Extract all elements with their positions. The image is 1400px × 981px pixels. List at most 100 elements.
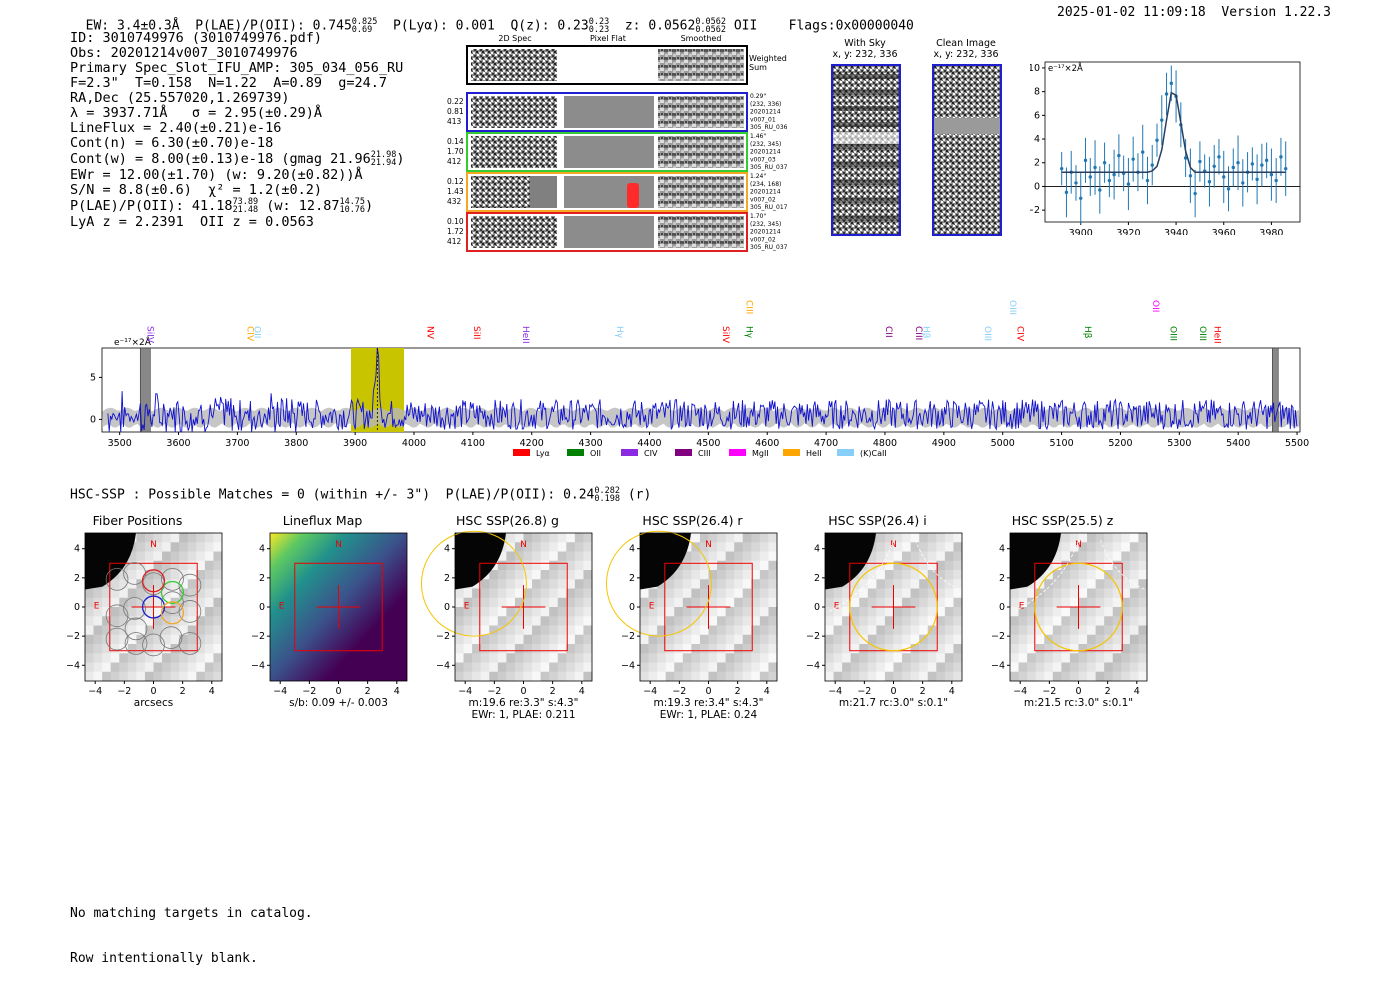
hsc-pixel (742, 560, 752, 571)
info-lineflux: LineFlux = 2.40(±0.21)e-16 (70, 120, 282, 136)
hsc-pixel (927, 625, 937, 636)
hsc-pixel (876, 671, 886, 682)
hsc-pixel (825, 644, 834, 654)
hsc-panel-title: HSC SSP(25.5) z (1011, 513, 1114, 528)
hsc-pixel (759, 662, 769, 673)
hsc-pixel (1129, 653, 1139, 663)
hsc-pixel (657, 597, 666, 608)
fiber-circle-highlighted (141, 569, 166, 593)
hsc-pixel (1112, 662, 1122, 673)
hsc-pixel (944, 644, 954, 654)
zoom-data-point (1098, 188, 1102, 192)
hsc-pixel (196, 570, 206, 580)
hsc-pixel (953, 533, 963, 543)
col-title-smoothed: Smoothed (681, 34, 722, 43)
hsc-pixel (557, 579, 567, 589)
spectrum-xtick-label: 5100 (1049, 438, 1073, 449)
spectrum-line-label: CII (883, 326, 893, 338)
hsc-panel-svg: N E −4 −2 0 2 4 4 2 0 −2 −4 (806, 532, 963, 697)
hsc-pixel (1138, 625, 1148, 636)
hsc-pixel (691, 560, 701, 571)
hsc-pixel (179, 662, 189, 673)
hsc-pixel (674, 616, 684, 626)
zoom-data-point (1102, 161, 1107, 165)
hsc-pixel (759, 671, 769, 682)
hsc-pixel (213, 634, 223, 645)
hsc-pixel (1010, 634, 1019, 645)
hsc-pixel (640, 625, 649, 636)
hsc-pixel (506, 653, 516, 663)
info-plae2-w-hi: 14.75 (339, 197, 366, 207)
hsc-pixel (187, 607, 197, 617)
hsc-pixel (1010, 607, 1019, 617)
hsc-pixel (936, 607, 946, 617)
hsc-pixel (1121, 551, 1131, 562)
hsc-pixel (1069, 671, 1079, 682)
hsc-pixel (566, 625, 576, 636)
spectrum-line-label: Hβ (1082, 326, 1092, 339)
hsc-pixel (725, 542, 735, 552)
hsc-pixel (884, 579, 894, 589)
hsc-pixel (489, 644, 499, 654)
cutout-right-label: (232, 345) (750, 141, 781, 148)
hsc-pixel (540, 653, 550, 663)
hsc-pixel (1129, 644, 1139, 654)
cutout-pixelflat (564, 96, 654, 128)
cutout-flag-mark (627, 183, 639, 208)
hsc-pixel (1112, 653, 1122, 663)
hsc-pixel (523, 662, 533, 673)
hsc-pixel (850, 607, 860, 617)
hsc-pixel (497, 588, 507, 599)
hsc-pixel (170, 579, 180, 589)
hsc-pixel (893, 579, 903, 589)
spectrum-xtick-label: 5400 (1226, 438, 1250, 449)
hsc-pixel (93, 625, 103, 636)
hsc-pixel (583, 542, 593, 552)
hsc-pixel (1052, 644, 1062, 654)
hsc-pixel (717, 597, 726, 608)
zoom-data-point (1212, 164, 1216, 168)
hsc-pixel (489, 653, 499, 663)
hsc-pixel (574, 597, 584, 608)
hsc-pixel (768, 671, 778, 682)
hsc-pixel (1078, 671, 1088, 682)
hsc-pixel (1087, 579, 1096, 589)
spectrum-line-label: OIII (1168, 326, 1178, 341)
hsc-pixel (953, 671, 963, 682)
compass-e: E (649, 601, 655, 611)
header-datetime: 2025-01-02 11:09:18 (1057, 5, 1206, 20)
hsc-pixel (204, 597, 214, 608)
hsc-pixel (506, 533, 516, 543)
hsc-pixel (902, 588, 911, 599)
cutout-right-label: 20201214 (750, 189, 781, 196)
hsc-pixel (540, 533, 550, 543)
spectrum-xtick-label: 4000 (402, 438, 426, 449)
hsc-pixel (506, 662, 516, 673)
hsc-pixel (1052, 671, 1062, 682)
hsc-pixel (540, 579, 550, 589)
hsc-pixel (953, 616, 963, 626)
hsc-pixel (557, 570, 567, 580)
hsc-pixel (699, 671, 709, 682)
hsc-pixel (102, 588, 111, 599)
hsc-pixel (1061, 533, 1071, 543)
hsc-pixel (936, 560, 946, 571)
fiber-circle-highlighted (141, 595, 166, 619)
hsc-pixel (557, 662, 567, 673)
hsc-pixel (179, 542, 189, 552)
spectrum-line-label: SiIV (144, 326, 154, 344)
hsc-pixel (1069, 625, 1079, 636)
hsc-ytick-label: −4 (991, 660, 1005, 671)
hsc-pixel (682, 616, 692, 626)
hsc-pixel (734, 671, 744, 682)
hsc-pixel (640, 607, 649, 617)
hsc-pixel (944, 653, 954, 663)
hsc-pixel (734, 616, 744, 626)
hsc-pixel (927, 588, 937, 599)
hsc-pixel (1061, 597, 1071, 608)
hsc-pixel (136, 653, 146, 663)
hsc-pixel (927, 533, 937, 543)
hsc-pixel (532, 644, 541, 654)
hsc-pixel (893, 588, 903, 599)
hsc-pixel (893, 644, 903, 654)
